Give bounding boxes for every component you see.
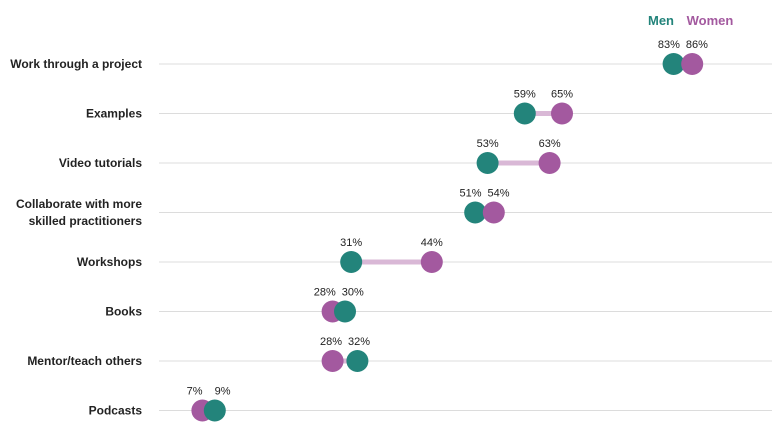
category-label: Collaborate with more xyxy=(16,197,142,211)
legend: Men Women xyxy=(648,13,733,28)
legend-women: Women xyxy=(687,13,734,28)
women-dot xyxy=(482,201,505,224)
women-value-label: 7% xyxy=(187,386,203,398)
category-label: Podcasts xyxy=(89,404,143,418)
men-value-label: 51% xyxy=(459,188,481,200)
women-value-label: 28% xyxy=(320,336,342,348)
category-labels: Work through a project Examples Video tuto… xyxy=(10,57,142,418)
women-dot xyxy=(681,53,704,75)
women-value-label: 65% xyxy=(551,89,573,101)
men-value-label: 53% xyxy=(477,138,499,150)
men-dot xyxy=(334,300,356,323)
women-value-label: 63% xyxy=(539,138,561,150)
men-value-label: 30% xyxy=(342,287,364,299)
women-value-label: 86% xyxy=(686,39,708,51)
category-label: Work through a project xyxy=(10,57,142,71)
men-dot xyxy=(513,102,536,125)
men-value-label: 32% xyxy=(348,336,370,348)
category-label: skilled practitioners xyxy=(29,214,143,228)
category-label: Examples xyxy=(86,107,142,121)
men-dot xyxy=(476,152,499,174)
women-dot xyxy=(538,152,561,174)
men-dot xyxy=(340,251,363,273)
connectors xyxy=(202,61,693,413)
data-points xyxy=(191,53,704,422)
men-dot xyxy=(662,53,685,75)
men-dot xyxy=(203,399,226,422)
women-value-label: 54% xyxy=(487,188,509,200)
men-value-label: 83% xyxy=(658,39,680,51)
category-label: Video tutorials xyxy=(59,156,142,170)
men-value-label: 9% xyxy=(215,386,231,398)
men-value-label: 59% xyxy=(514,89,536,101)
women-dot xyxy=(420,251,443,273)
gridlines xyxy=(159,63,772,411)
women-value-label: 28% xyxy=(314,287,336,299)
women-value-label: 44% xyxy=(421,237,443,249)
women-dot xyxy=(321,350,344,372)
men-dot xyxy=(346,350,369,372)
category-label: Books xyxy=(105,305,142,319)
category-label: Workshops xyxy=(77,255,142,269)
legend-men: Men xyxy=(648,13,674,28)
value-labels: 83% 86% 59% 65% 53% 63% 51% 54% 31% 44% 30% 28% 32% 2… xyxy=(187,39,708,398)
women-dot xyxy=(551,102,573,125)
men-value-label: 31% xyxy=(340,237,362,249)
men-dot xyxy=(464,201,487,224)
category-label: Mentor/teach others xyxy=(27,354,142,368)
